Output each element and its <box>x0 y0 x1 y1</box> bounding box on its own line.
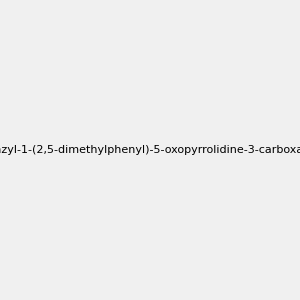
Text: N-benzyl-1-(2,5-dimethylphenyl)-5-oxopyrrolidine-3-carboxamide: N-benzyl-1-(2,5-dimethylphenyl)-5-oxopyr… <box>0 145 300 155</box>
